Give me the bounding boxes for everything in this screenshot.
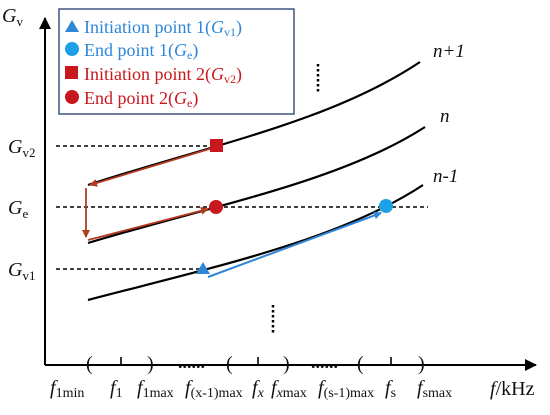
x-tick-label-fx-1max: f(x-1)max <box>185 377 243 401</box>
x-tick-label-fsmax: fsmax <box>417 377 452 401</box>
x-ellipsis-right: ...... <box>311 352 338 372</box>
curve-n <box>87 126 426 245</box>
blue-arrow-along-n-minus-1 <box>207 211 382 278</box>
y-tick-gv2: Gv2 <box>8 136 35 160</box>
x-paren-1-close: ) <box>147 353 154 375</box>
legend-item-end-2: End point 2(Ge) <box>84 88 198 110</box>
x-paren-3-close: ) <box>418 353 425 375</box>
curve-label-n-minus-1: n-1 <box>433 166 458 187</box>
x-paren-3-open: ( <box>357 353 364 375</box>
x-paren-2-open: ( <box>226 353 233 375</box>
x-tick-label-f1max: f1max <box>137 377 174 401</box>
red-arrow-back-along-n-plus-1 <box>89 146 217 187</box>
initiation-point-1-marker <box>196 262 210 274</box>
x-paren-1-open: ( <box>86 353 93 375</box>
y-tick-ge: Ge <box>8 197 28 221</box>
red-arrow-along-n <box>87 206 209 241</box>
legend-item-end-1: End point 1(Ge) <box>84 40 198 62</box>
end-point-1-marker <box>379 199 393 213</box>
legend-item-initiation-1: Initiation point 1(Gv1) <box>84 17 242 39</box>
curve-label-n-plus-1: n+1 <box>433 41 465 62</box>
legend-blue-circle-icon <box>65 42 79 56</box>
legend-red-square-icon <box>65 66 78 79</box>
x-ellipsis-left: ...... <box>178 352 205 372</box>
x-tick-label-fx: fx <box>252 377 265 401</box>
x-tick-label-fxmax: fxmax <box>271 377 307 401</box>
curve-label-n: n <box>440 106 450 127</box>
x-axis-label: f/kHz <box>490 378 535 400</box>
initiation-point-2-marker <box>210 139 223 152</box>
x-tick-label-f1min: f1min <box>50 377 84 401</box>
legend-item-initiation-2: Initiation point 2(Gv2) <box>84 64 242 86</box>
x-tick-label-fs-1max: f(s-1)max <box>318 377 374 401</box>
x-paren-2-close: ) <box>283 353 290 375</box>
curve-n-plus-1 <box>87 61 421 187</box>
end-point-2-marker <box>209 200 223 214</box>
y-axis-label: Gv <box>2 5 23 29</box>
legend-box <box>58 8 295 115</box>
legend-red-circle-icon <box>65 90 79 104</box>
curve-n-minus-1 <box>87 184 424 302</box>
y-tick-gv1: Gv1 <box>8 259 35 283</box>
legend-triangle-icon <box>65 20 79 32</box>
x-tick-label-f1: f1 <box>110 377 123 401</box>
legend: Initiation point 1(Gv1) End point 1(Ge) … <box>58 8 295 115</box>
x-tick-label-fs: fs <box>385 377 396 401</box>
